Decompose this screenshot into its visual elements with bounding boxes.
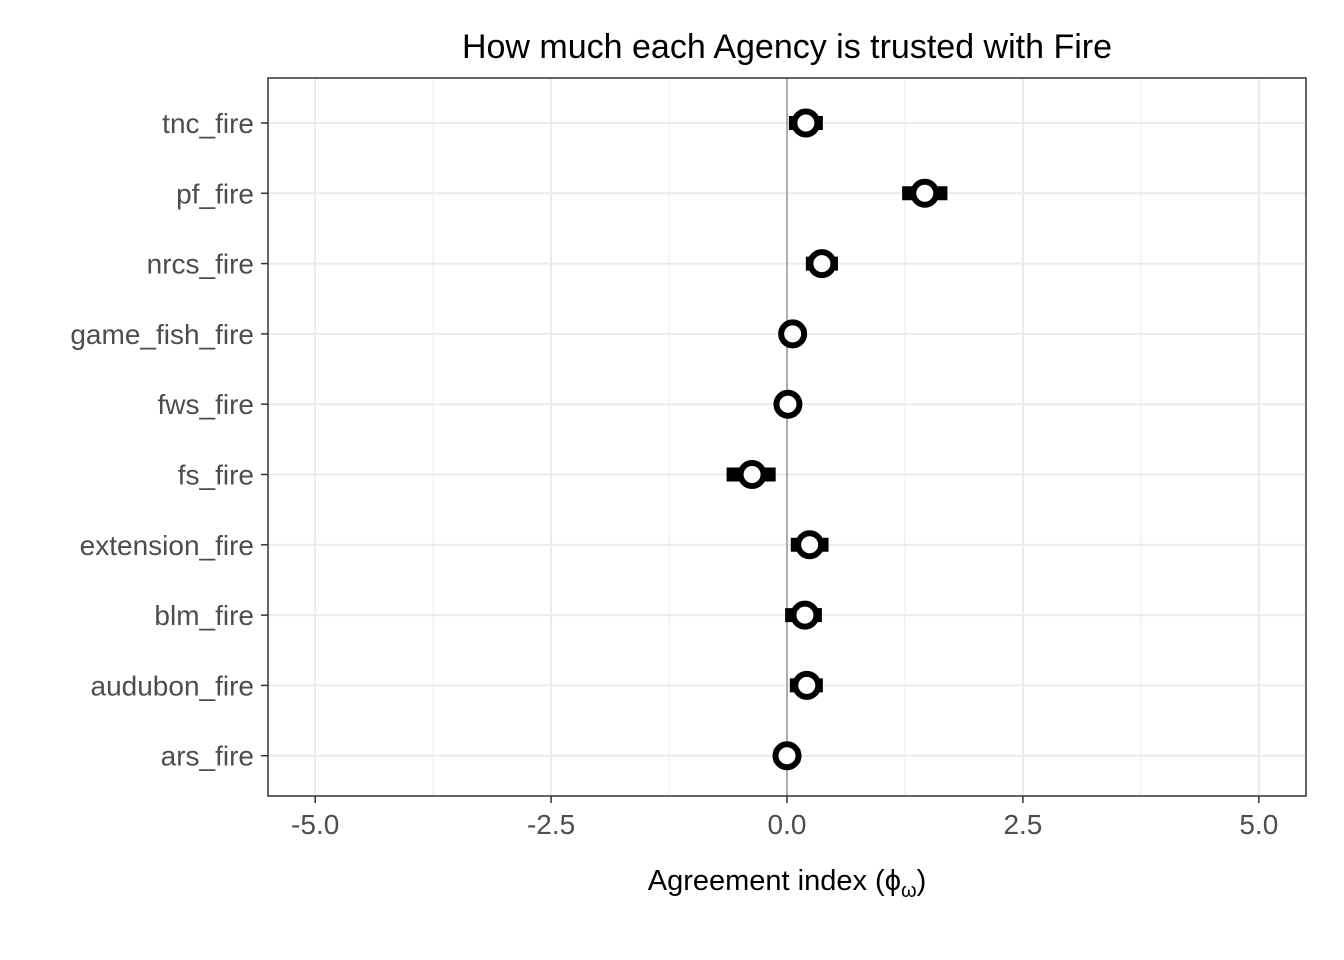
x-tick-label: 5.0 bbox=[1239, 809, 1278, 840]
data-point bbox=[807, 249, 837, 279]
x-axis-label: Agreement index (ϕω) bbox=[648, 865, 927, 902]
x-axis-label-symbol: ϕ bbox=[885, 865, 901, 897]
point-group-extension_fire bbox=[790, 530, 829, 560]
y-tick-label: game_fish_fire bbox=[70, 319, 254, 350]
x-tick-label: 0.0 bbox=[768, 809, 807, 840]
y-tick-label: blm_fire bbox=[154, 600, 254, 631]
data-point bbox=[791, 108, 821, 138]
point-group-pf_fire bbox=[902, 178, 948, 208]
chart-title: How much each Agency is trusted with Fir… bbox=[462, 28, 1112, 66]
data-point bbox=[792, 670, 822, 700]
point-group-game_fish_fire bbox=[778, 319, 808, 349]
point-group-ars_fire bbox=[772, 741, 802, 771]
data-point bbox=[737, 460, 767, 489]
y-tick-label: tnc_fire bbox=[162, 108, 254, 139]
x-axis: -5.0 -2.5 0.0 2.5 5.0 bbox=[291, 796, 1278, 840]
data-point bbox=[910, 178, 940, 208]
y-tick-label: fws_fire bbox=[158, 389, 254, 420]
y-axis: tnc_fire pf_fire nrcs_fire game_fish_firefw… bbox=[70, 108, 268, 772]
y-tick-label: extension_fire bbox=[80, 530, 254, 561]
y-tick-label: ars_fire bbox=[161, 741, 254, 772]
x-axis-label-subscript: ω bbox=[901, 880, 917, 902]
data-point bbox=[790, 600, 820, 630]
data-point bbox=[773, 389, 803, 419]
y-tick-label: fs_fire bbox=[178, 460, 254, 491]
x-axis-label-close: ) bbox=[917, 865, 927, 897]
y-tick-label: pf_fire bbox=[176, 178, 254, 209]
x-axis-label-text: Agreement index ( bbox=[648, 865, 885, 897]
marks-layer bbox=[726, 108, 948, 771]
point-group-audubon_fire bbox=[789, 670, 823, 700]
data-point bbox=[795, 530, 825, 560]
point-group-tnc_fire bbox=[788, 108, 823, 138]
data-point bbox=[772, 741, 802, 771]
x-tick-label: -5.0 bbox=[291, 809, 339, 840]
x-tick-label: -2.5 bbox=[527, 809, 575, 840]
x-tick-label: 2.5 bbox=[1003, 809, 1042, 840]
point-group-fs_fire bbox=[726, 460, 776, 489]
point-group-nrcs_fire bbox=[805, 249, 838, 279]
point-group-fws_fire bbox=[773, 389, 803, 419]
point-group-blm_fire bbox=[785, 600, 822, 630]
y-tick-label: nrcs_fire bbox=[147, 249, 254, 280]
data-point bbox=[778, 319, 808, 349]
y-tick-label: audubon_fire bbox=[91, 670, 254, 701]
